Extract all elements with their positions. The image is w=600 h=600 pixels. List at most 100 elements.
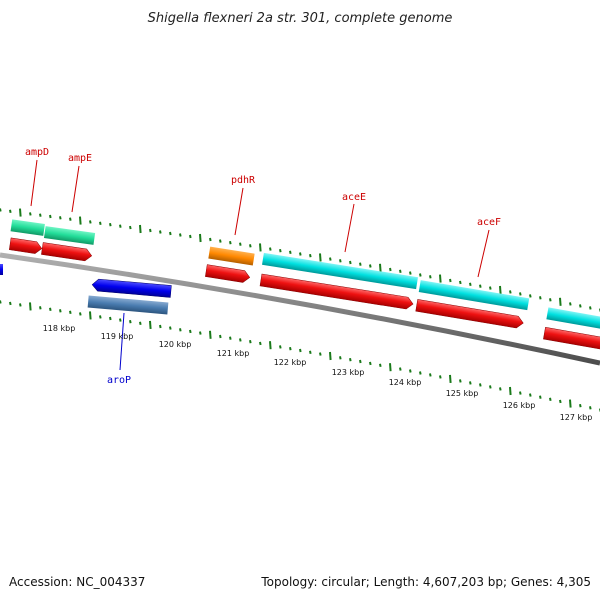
scale-label: 121 kbp (217, 349, 250, 358)
scale-label: 118 kbp (43, 324, 76, 333)
gene-arrow[interactable] (543, 326, 600, 351)
gene-arrow[interactable] (205, 264, 251, 284)
gene-block-edge[interactable] (0, 264, 3, 275)
minor-tick (9, 301, 12, 306)
label-leaders (30, 159, 490, 371)
minor-tick (219, 239, 222, 243)
minor-tick (169, 326, 172, 330)
minor-tick (169, 231, 172, 236)
minor-tick (149, 228, 152, 233)
genome-summary-text: Topology: circular; Length: 4,607,203 bp… (260, 575, 591, 589)
minor-tick (429, 373, 432, 377)
gene-block[interactable] (87, 295, 169, 315)
minor-tick (569, 302, 572, 306)
gene-label-ampD[interactable]: ampD (25, 147, 49, 158)
major-tick (439, 274, 442, 283)
gene-arrow[interactable] (91, 278, 172, 298)
minor-tick (409, 271, 412, 275)
minor-tick (579, 304, 582, 308)
scale-label: 120 kbp (159, 340, 192, 349)
minor-tick (539, 395, 542, 399)
map-title: Shigella flexneri 2a str. 301, complete … (148, 11, 453, 26)
gene-arrow[interactable] (41, 242, 93, 262)
minor-tick (99, 315, 102, 319)
minor-tick (179, 233, 182, 237)
minor-tick (329, 257, 332, 261)
minor-tick (249, 340, 252, 344)
minor-tick (479, 284, 482, 288)
minor-tick (119, 318, 122, 322)
minor-tick (179, 328, 182, 332)
minor-tick (489, 385, 492, 389)
gene-arrow[interactable] (415, 299, 524, 329)
gene-label-aceE[interactable]: aceE (342, 192, 366, 203)
minor-tick (49, 307, 52, 311)
major-tick (139, 224, 142, 234)
minor-tick (129, 225, 132, 230)
minor-tick (109, 316, 112, 321)
minor-tick (579, 404, 582, 408)
minor-tick (419, 273, 422, 277)
minor-tick (129, 320, 132, 324)
scale-label: 123 kbp (332, 368, 365, 377)
minor-tick (79, 312, 82, 316)
minor-tick (229, 241, 232, 245)
minor-tick (159, 324, 162, 329)
gene-labels: ampD ampE pdhR aceE aceF aroP (25, 147, 501, 386)
genome-backbone (0, 252, 600, 366)
major-tick (79, 216, 82, 225)
minor-tick (439, 375, 442, 379)
minor-tick (369, 264, 372, 268)
major-tick (389, 363, 392, 372)
major-tick (449, 374, 452, 383)
minor-tick (539, 296, 542, 300)
minor-tick (419, 371, 422, 375)
gene-label-aroP[interactable]: aroP (107, 375, 131, 386)
minor-tick (59, 216, 62, 220)
minor-tick (189, 234, 192, 239)
minor-tick (389, 267, 392, 272)
minor-tick (339, 356, 342, 360)
gene-block[interactable] (418, 280, 530, 311)
minor-tick (359, 359, 362, 364)
minor-tick (199, 331, 202, 335)
major-tick (19, 208, 22, 217)
minor-tick (59, 309, 62, 313)
minor-tick (559, 399, 562, 404)
major-tick (569, 399, 572, 408)
gene-block[interactable] (10, 219, 45, 236)
gene-block[interactable] (262, 252, 418, 290)
minor-tick (109, 223, 112, 227)
minor-tick (219, 334, 222, 339)
minor-tick (459, 379, 462, 383)
minor-tick (359, 262, 362, 266)
gene-label-ampE[interactable]: ampE (68, 153, 92, 164)
gene-block[interactable] (208, 246, 255, 266)
minor-tick (69, 217, 72, 221)
major-tick (199, 233, 202, 243)
minor-tick (499, 387, 502, 391)
gene-block[interactable] (546, 307, 600, 330)
reverse-feature-track (0, 264, 172, 315)
scale-label: 126 kbp (503, 401, 536, 410)
major-tick (509, 386, 512, 396)
minor-tick (449, 278, 452, 283)
upper-feature-track (10, 219, 600, 330)
minor-tick (519, 292, 522, 296)
minor-tick (49, 214, 52, 219)
minor-tick (479, 383, 482, 387)
minor-tick (489, 286, 492, 290)
gene-label-pdhR[interactable]: pdhR (231, 175, 256, 186)
minor-tick (19, 303, 22, 307)
minor-tick (399, 269, 402, 273)
minor-tick (319, 352, 322, 356)
minor-tick (279, 345, 282, 349)
scale-label: 119 kbp (101, 332, 134, 341)
gene-arrow[interactable] (8, 237, 43, 255)
accession-text: Accession: NC_004337 (9, 575, 145, 589)
minor-tick (289, 250, 292, 254)
minor-tick (309, 350, 312, 354)
gene-label-aceF[interactable]: aceF (477, 217, 501, 228)
gene-arrow[interactable] (259, 273, 414, 310)
gene-block[interactable] (43, 226, 96, 245)
